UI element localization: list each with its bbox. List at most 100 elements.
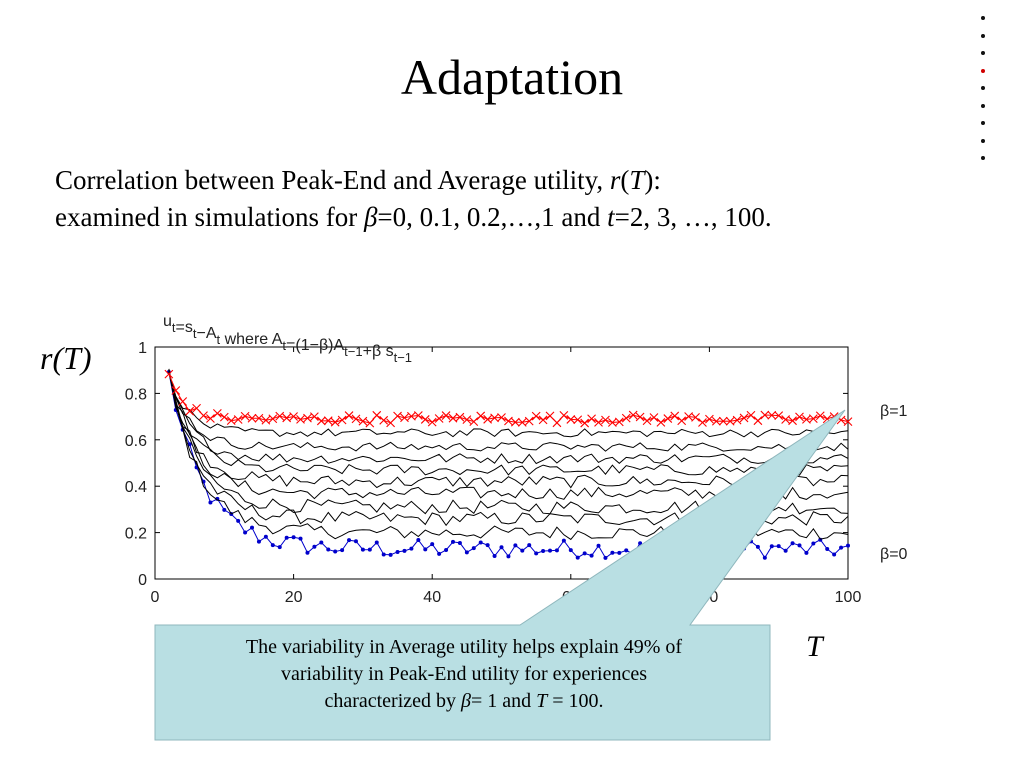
- beta-0-point: [395, 549, 400, 554]
- chart-title: ut=st−At where At=(1−β)At−1+β st−1: [163, 313, 412, 365]
- beta-0-point: [825, 546, 830, 551]
- beta-1-point: [607, 418, 617, 427]
- beta-1-point: [767, 410, 777, 420]
- beta-0-point: [409, 546, 414, 551]
- beta-1-point: [656, 418, 666, 427]
- callout-line-3: characterized by β= 1 and T = 100.: [324, 690, 604, 712]
- beta-1-point: [469, 417, 479, 426]
- beta-0-point: [589, 553, 594, 558]
- beta-0-point: [485, 543, 490, 548]
- beta-1-point: [808, 414, 818, 423]
- beta-0-point: [582, 551, 587, 556]
- beta-1-point: [455, 412, 465, 422]
- x-axis-label: T: [806, 630, 823, 663]
- beta-1-point: [206, 414, 215, 423]
- beta-0-point: [534, 551, 539, 556]
- nav-dot-4[interactable]: [981, 68, 985, 73]
- beta-1-point: [434, 414, 444, 423]
- beta-0-point: [783, 548, 788, 553]
- beta-0-point: [755, 544, 760, 549]
- series-label-beta-1: β=1: [880, 403, 908, 420]
- beta-0-point: [478, 540, 483, 545]
- nav-dot-8[interactable]: [981, 138, 985, 143]
- x-tick-label: 40: [423, 589, 441, 606]
- beta-0-point: [340, 548, 345, 553]
- beta-0-point: [790, 541, 795, 546]
- beta-0-point: [548, 548, 553, 553]
- beta-0-point: [430, 542, 435, 547]
- x-tick-label: 0: [151, 589, 160, 606]
- beta-1-point: [774, 411, 784, 420]
- beta-0-point: [762, 555, 767, 560]
- beta-1-point: [365, 418, 375, 428]
- beta-1-point: [725, 416, 735, 426]
- beta-1-point: [711, 416, 721, 426]
- beta-1-point: [538, 415, 548, 425]
- beta-0-point: [603, 555, 608, 560]
- beta-1-point: [427, 417, 437, 427]
- beta-0-point: [256, 539, 261, 544]
- beta-1-point: [573, 415, 583, 425]
- nav-dot-7[interactable]: [981, 121, 985, 125]
- beta-0-point: [471, 546, 476, 551]
- nav-dot-3[interactable]: [981, 51, 985, 55]
- beta-1-point: [587, 414, 596, 424]
- beta-1-point: [413, 411, 423, 420]
- beta-1-point: [628, 410, 638, 420]
- x-tick-label: 100: [835, 589, 862, 606]
- nav-dot-2[interactable]: [981, 33, 985, 38]
- beta-0-point: [513, 543, 518, 548]
- beta-0-point: [776, 544, 781, 549]
- x-tick-label: 20: [285, 589, 303, 606]
- beta-0-point: [437, 551, 442, 556]
- beta-1-point: [178, 397, 188, 406]
- nav-dot-1[interactable]: [981, 16, 985, 20]
- beta-1-point: [739, 413, 749, 423]
- beta-1-point: [497, 413, 506, 422]
- callout-text: The variability in Average utility helps…: [160, 634, 768, 715]
- callout-line-1: The variability in Average utility helps…: [245, 636, 683, 658]
- beta-0-point: [457, 540, 462, 545]
- beta-1-point: [407, 411, 416, 421]
- beta-1-point: [282, 413, 292, 423]
- beta-0-point: [402, 548, 407, 553]
- slide-title: Adaptation: [400, 49, 624, 105]
- beta-1-point: [289, 412, 298, 421]
- beta-0-point: [291, 535, 296, 540]
- beta-0-point: [527, 543, 532, 548]
- beta-1-point: [843, 417, 853, 427]
- beta-0-point: [804, 550, 809, 555]
- beta-1-point: [296, 415, 305, 424]
- series-beta-0.7-line: [168, 372, 849, 465]
- beta-1-point: [275, 411, 285, 421]
- series-beta-0.8-line: [168, 373, 849, 452]
- beta-0-point: [541, 548, 546, 553]
- y-tick-label: 0.2: [125, 526, 147, 543]
- beta-1-point: [517, 417, 527, 427]
- beta-1-point: [781, 415, 791, 424]
- beta-0-point: [596, 543, 601, 548]
- beta-1-point: [240, 411, 250, 421]
- beta-0-point: [243, 530, 248, 535]
- nav-dot-6[interactable]: [981, 103, 985, 108]
- nav-dot-9[interactable]: [981, 156, 985, 160]
- beta-0-point: [236, 518, 241, 523]
- beta-1-point: [261, 415, 271, 425]
- y-tick-label: 1: [138, 340, 147, 357]
- beta-0-point: [423, 547, 428, 552]
- beta-1-point: [649, 413, 659, 422]
- beta-0-point: [492, 553, 497, 558]
- beta-1-point: [621, 413, 631, 423]
- beta-1-point: [614, 417, 624, 427]
- beta-0-point: [312, 544, 317, 549]
- nav-dot-5[interactable]: [981, 86, 985, 90]
- beta-0-point: [388, 552, 393, 557]
- slide-nav-dots[interactable]: [975, 8, 991, 168]
- beta-0-point: [575, 555, 580, 560]
- beta-1-point: [795, 412, 804, 422]
- beta-1-point: [344, 411, 354, 420]
- beta-1-point: [351, 414, 361, 424]
- beta-1-point: [580, 418, 590, 428]
- beta-1-point: [171, 386, 181, 395]
- beta-1-point: [164, 369, 174, 379]
